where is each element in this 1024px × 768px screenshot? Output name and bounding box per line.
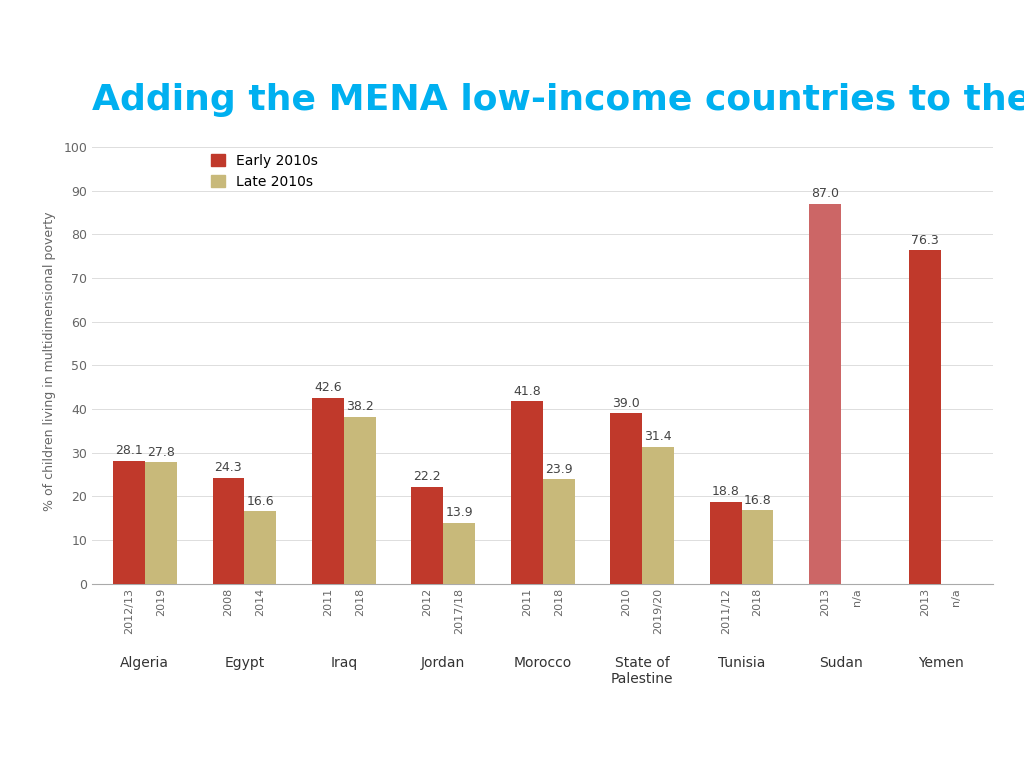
Text: State of
Palestine: State of Palestine	[611, 656, 674, 686]
Bar	[412, 487, 443, 584]
Text: Egypt: Egypt	[224, 656, 264, 670]
Text: 87.0: 87.0	[811, 187, 840, 200]
Text: 39.0: 39.0	[612, 397, 640, 410]
Y-axis label: % of children living in multidimensional poverty: % of children living in multidimensional…	[43, 211, 56, 511]
Bar	[642, 446, 674, 584]
Bar	[144, 462, 177, 584]
Text: 28.1: 28.1	[115, 445, 142, 458]
Bar	[809, 204, 841, 584]
Text: Sudan: Sudan	[819, 656, 863, 670]
Bar	[543, 479, 574, 584]
Text: 22.2: 22.2	[414, 470, 441, 483]
Bar	[511, 401, 543, 584]
Bar	[610, 413, 642, 584]
Text: 31.4: 31.4	[644, 430, 672, 443]
Text: Tunisia: Tunisia	[718, 656, 765, 670]
Bar	[312, 398, 344, 584]
Text: 38.2: 38.2	[346, 400, 374, 413]
Bar	[908, 250, 941, 584]
Text: 76.3: 76.3	[910, 234, 939, 247]
Bar	[113, 461, 144, 584]
Text: 42.6: 42.6	[314, 381, 342, 394]
Bar	[213, 478, 245, 584]
Text: 23.9: 23.9	[545, 463, 572, 476]
Text: 41.8: 41.8	[513, 385, 541, 398]
Text: 18.8: 18.8	[712, 485, 739, 498]
Text: Jordan: Jordan	[421, 656, 465, 670]
Text: 16.8: 16.8	[743, 494, 771, 507]
Text: 16.6: 16.6	[247, 495, 274, 508]
Bar	[710, 502, 741, 584]
Text: Yemen: Yemen	[918, 656, 964, 670]
Bar	[344, 417, 376, 584]
Text: Algeria: Algeria	[121, 656, 169, 670]
Text: 13.9: 13.9	[445, 506, 473, 519]
Text: 27.8: 27.8	[146, 445, 175, 458]
Bar	[741, 510, 773, 584]
Text: Morocco: Morocco	[514, 656, 571, 670]
Text: Iraq: Iraq	[330, 656, 357, 670]
Bar	[245, 511, 276, 584]
Text: 24.3: 24.3	[215, 461, 243, 474]
Text: Adding the MENA low-income countries to the picture: Adding the MENA low-income countries to …	[92, 84, 1024, 118]
Bar	[443, 523, 475, 584]
Legend: Early 2010s, Late 2010s: Early 2010s, Late 2010s	[207, 150, 323, 193]
